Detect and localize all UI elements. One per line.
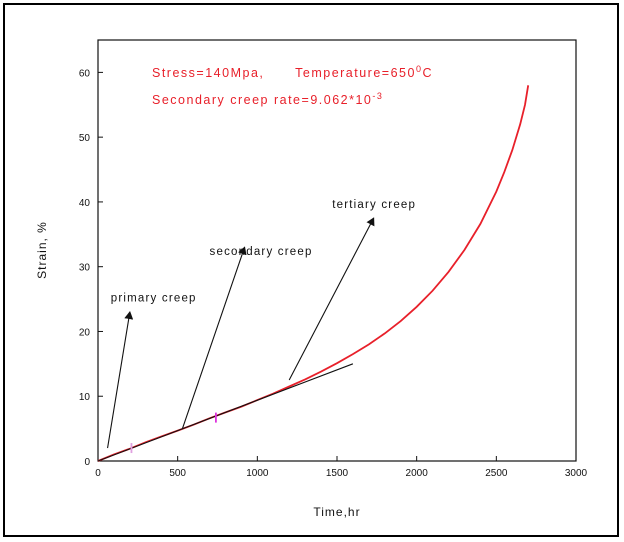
- stress-text: Stress=140Mpa,: [152, 66, 264, 80]
- axis-ticks: 0 500 1000 1500 2000 2500 3000 0 10 20 30 40 50 60: [79, 68, 588, 479]
- x-tick-label: 2500: [485, 468, 508, 479]
- y-tick-label: 40: [79, 198, 91, 209]
- x-tick-label: 3000: [565, 468, 588, 479]
- figure-frame: [3, 3, 619, 537]
- annotation-label: tertiary creep: [332, 199, 416, 211]
- x-tick-label: 1500: [326, 468, 349, 479]
- y-tick-label: 30: [79, 263, 91, 274]
- temperature-text: Temperature=650: [295, 66, 416, 80]
- data-series: [97, 85, 530, 462]
- y-tick-label: 20: [79, 327, 91, 338]
- y-tick-label: 50: [79, 133, 91, 144]
- y-tick-label: 0: [84, 457, 90, 468]
- y-tick-label: 60: [79, 68, 91, 79]
- temperature-unit: C: [422, 66, 433, 80]
- annotation-arrow: [181, 246, 247, 429]
- x-axis-label: Time,hr: [313, 505, 360, 519]
- creep-rate-text: Secondary creep rate=9.062*10: [152, 93, 372, 107]
- annotations: primary creep secondary creep tertiary cre…: [107, 199, 416, 449]
- annotation-arrow: [107, 311, 134, 449]
- x-tick-label: 2000: [406, 468, 429, 479]
- annotation-arrow: [288, 217, 375, 381]
- secondary-creep-fit-line: [97, 363, 354, 462]
- creep-rate-exponent: -3: [372, 91, 383, 101]
- stress-temperature-note: Stress=140Mpa, Temperature=6500C: [152, 64, 433, 80]
- degree-superscript: 0: [416, 64, 423, 74]
- creep-rate-note: Secondary creep rate=9.062*10-3: [152, 91, 383, 107]
- x-tick-label: 500: [169, 468, 186, 479]
- x-tick-label: 1000: [246, 468, 269, 479]
- y-axis-label: Strain, %: [35, 221, 49, 279]
- strain-curve-line: [97, 85, 530, 462]
- annotation-label: secondary creep: [210, 246, 313, 258]
- annotation-label: primary creep: [111, 293, 197, 305]
- x-tick-label: 0: [95, 468, 101, 479]
- y-tick-label: 10: [79, 392, 91, 403]
